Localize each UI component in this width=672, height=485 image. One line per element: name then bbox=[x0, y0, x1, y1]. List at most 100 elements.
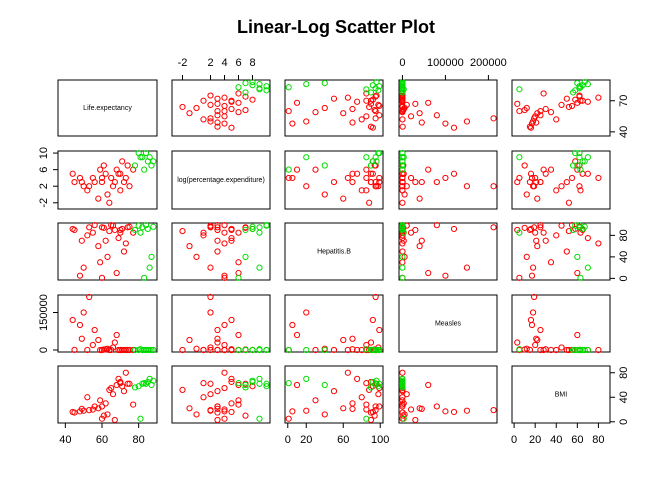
point bbox=[137, 154, 144, 161]
point bbox=[106, 199, 113, 206]
point bbox=[228, 375, 235, 382]
point bbox=[529, 309, 537, 316]
point bbox=[119, 225, 126, 233]
point bbox=[141, 166, 148, 173]
point bbox=[106, 386, 113, 394]
point bbox=[100, 224, 107, 231]
point bbox=[91, 403, 98, 410]
point bbox=[100, 162, 107, 169]
point bbox=[407, 174, 415, 182]
point bbox=[542, 237, 549, 244]
point bbox=[214, 339, 221, 346]
point bbox=[375, 87, 382, 94]
diagonal-label: Life.expectancy bbox=[83, 105, 132, 112]
point bbox=[263, 346, 270, 354]
point bbox=[86, 293, 93, 301]
point bbox=[98, 415, 106, 422]
point bbox=[425, 381, 432, 389]
point bbox=[577, 274, 584, 281]
point bbox=[221, 108, 228, 115]
point bbox=[425, 166, 432, 173]
point bbox=[256, 81, 263, 88]
point bbox=[363, 86, 370, 93]
x-tick-label: 80 bbox=[133, 434, 145, 446]
point bbox=[577, 97, 584, 104]
point bbox=[403, 183, 410, 190]
point bbox=[534, 336, 541, 344]
point bbox=[214, 226, 221, 234]
point bbox=[117, 229, 124, 236]
x-tick-label: 40 bbox=[59, 434, 71, 446]
point bbox=[221, 415, 228, 422]
point bbox=[399, 253, 406, 260]
point bbox=[214, 119, 221, 126]
point bbox=[242, 226, 249, 234]
point bbox=[263, 380, 270, 387]
point bbox=[200, 116, 207, 123]
point bbox=[367, 339, 375, 346]
point bbox=[375, 391, 382, 398]
point bbox=[179, 346, 186, 354]
point bbox=[527, 170, 535, 177]
point bbox=[367, 384, 375, 391]
point bbox=[354, 375, 361, 382]
point bbox=[553, 232, 560, 239]
point bbox=[293, 331, 301, 339]
point bbox=[150, 223, 157, 230]
point bbox=[565, 103, 573, 111]
point bbox=[366, 199, 373, 206]
point bbox=[490, 224, 497, 231]
point bbox=[104, 411, 111, 418]
point bbox=[399, 369, 406, 376]
point bbox=[228, 400, 235, 407]
y-tick-label: 0 bbox=[618, 419, 630, 425]
point bbox=[312, 166, 319, 173]
x-tick-label: 60 bbox=[337, 434, 349, 446]
point bbox=[367, 89, 375, 96]
point bbox=[263, 383, 270, 390]
point bbox=[193, 104, 200, 112]
point bbox=[207, 346, 214, 354]
point bbox=[363, 166, 370, 173]
y-tick-label: 10 bbox=[38, 147, 50, 159]
point bbox=[407, 113, 415, 120]
y-tick-label: 150000 bbox=[38, 294, 50, 331]
y-tick-label: 0 bbox=[38, 347, 50, 353]
point bbox=[584, 264, 591, 271]
point bbox=[490, 407, 497, 414]
point bbox=[563, 95, 570, 102]
point bbox=[214, 248, 221, 255]
panel-frame bbox=[284, 294, 384, 353]
point bbox=[111, 339, 118, 346]
point bbox=[207, 115, 214, 122]
point bbox=[547, 109, 555, 116]
x-tick-label: 0 bbox=[285, 434, 291, 446]
point bbox=[221, 408, 228, 415]
point bbox=[407, 406, 415, 413]
point bbox=[463, 118, 471, 125]
point bbox=[450, 124, 458, 131]
point bbox=[122, 369, 129, 376]
point bbox=[249, 82, 256, 89]
point bbox=[463, 407, 471, 414]
point bbox=[416, 195, 423, 202]
point bbox=[400, 412, 407, 419]
point bbox=[576, 162, 583, 169]
diagonal-label: log(percentage.expenditure) bbox=[177, 177, 265, 184]
point bbox=[576, 183, 583, 190]
point bbox=[289, 120, 296, 127]
point bbox=[565, 227, 573, 235]
point bbox=[558, 101, 565, 108]
point bbox=[369, 82, 376, 89]
panel-frame bbox=[57, 150, 158, 210]
point bbox=[521, 224, 528, 231]
point bbox=[242, 106, 249, 114]
panel-frame bbox=[57, 365, 158, 424]
point bbox=[358, 116, 365, 123]
point bbox=[372, 403, 379, 410]
y-tick-label: 40 bbox=[618, 126, 630, 138]
point bbox=[109, 391, 117, 398]
point bbox=[372, 108, 379, 115]
x-tick-label: 6 bbox=[235, 57, 241, 69]
point bbox=[130, 401, 137, 408]
